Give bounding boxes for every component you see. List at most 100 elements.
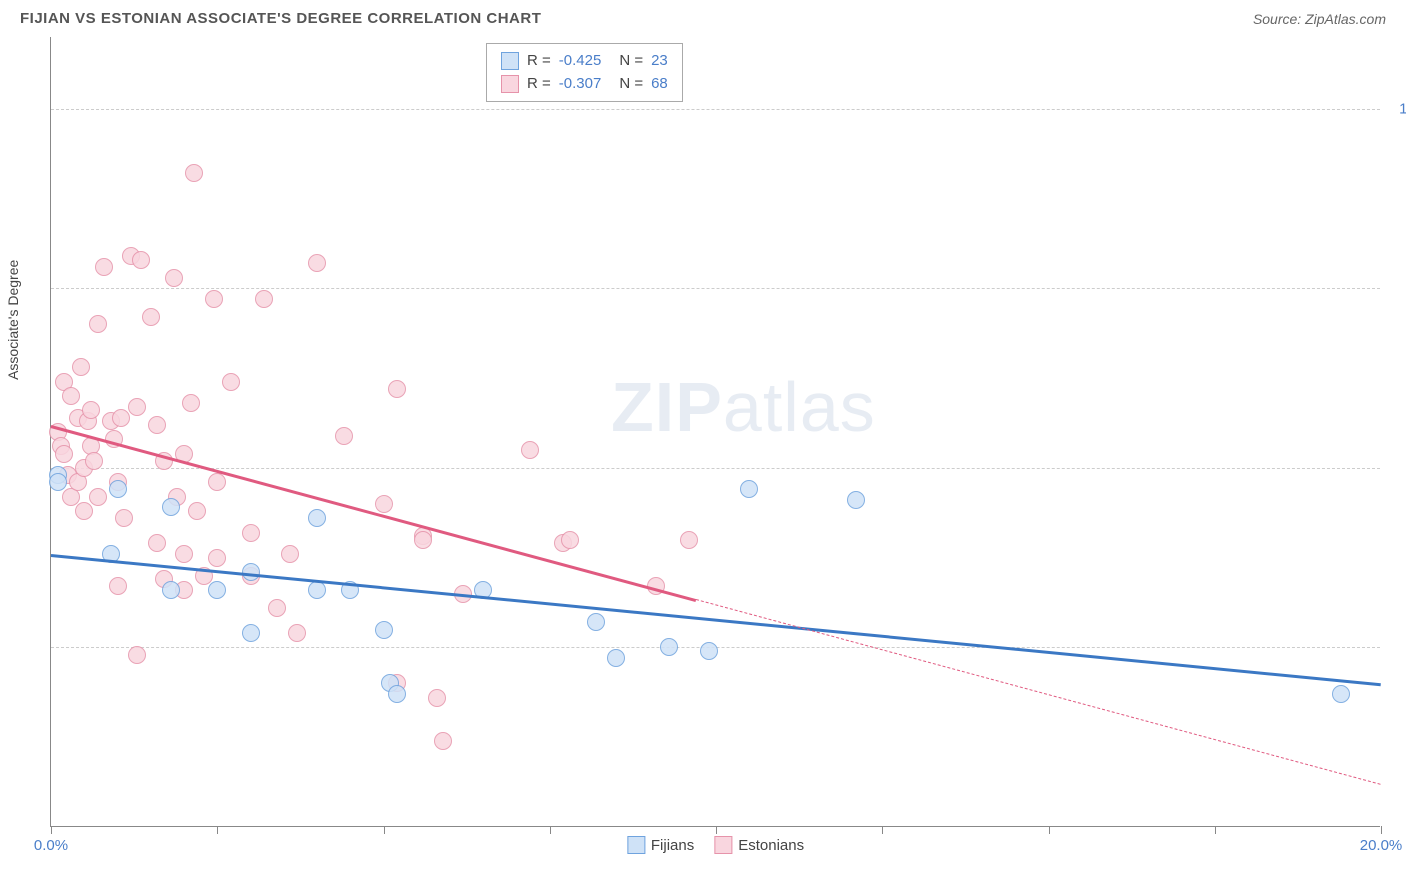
y-axis-title: Associate's Degree bbox=[5, 259, 21, 379]
fijians-point bbox=[700, 642, 718, 660]
estonians-point bbox=[62, 387, 80, 405]
estonians-point bbox=[288, 624, 306, 642]
swatch-icon bbox=[714, 836, 732, 854]
estonians-point bbox=[175, 545, 193, 563]
legend-item-estonians: Estonians bbox=[714, 836, 804, 854]
estonians-point bbox=[375, 495, 393, 513]
fijians-point bbox=[1332, 685, 1350, 703]
stat-n-label: N = bbox=[619, 50, 643, 73]
estonians-point bbox=[208, 549, 226, 567]
estonians-point bbox=[115, 509, 133, 527]
estonians-point bbox=[222, 373, 240, 391]
estonians-point bbox=[95, 258, 113, 276]
estonians-point bbox=[89, 488, 107, 506]
estonians-point bbox=[148, 534, 166, 552]
fijians-point bbox=[660, 638, 678, 656]
x-tick bbox=[882, 826, 883, 834]
fijians-point bbox=[162, 581, 180, 599]
estonians-point bbox=[561, 531, 579, 549]
estonians-point bbox=[205, 290, 223, 308]
legend-item-fijians: Fijians bbox=[627, 836, 694, 854]
estonians-point bbox=[242, 524, 260, 542]
estonians-point bbox=[434, 732, 452, 750]
x-tick bbox=[716, 826, 717, 834]
estonians-point bbox=[55, 445, 73, 463]
estonians-point bbox=[281, 545, 299, 563]
estonians-point bbox=[185, 164, 203, 182]
estonians-point bbox=[82, 401, 100, 419]
x-tick bbox=[51, 826, 52, 834]
estonians-point bbox=[89, 315, 107, 333]
x-tick-label: 20.0% bbox=[1360, 837, 1403, 854]
estonians-point bbox=[112, 409, 130, 427]
fijians-point bbox=[208, 581, 226, 599]
estonians-point bbox=[188, 502, 206, 520]
estonians-point bbox=[128, 646, 146, 664]
fijians-point bbox=[847, 491, 865, 509]
fijians-point bbox=[308, 509, 326, 527]
estonians-point bbox=[182, 394, 200, 412]
gridline bbox=[51, 109, 1380, 110]
x-tick bbox=[1381, 826, 1382, 834]
fijians-point bbox=[49, 473, 67, 491]
stat-n-value: 68 bbox=[651, 73, 668, 96]
estonians-point bbox=[208, 473, 226, 491]
stat-r-label: R = bbox=[527, 50, 551, 73]
swatch-icon bbox=[627, 836, 645, 854]
fijians-point bbox=[162, 498, 180, 516]
stats-row-estonians: R = -0.307N = 68 bbox=[501, 73, 668, 96]
series-legend: Fijians Estonians bbox=[627, 836, 804, 854]
gridline bbox=[51, 468, 1380, 469]
gridline bbox=[51, 288, 1380, 289]
estonians-point bbox=[109, 577, 127, 595]
y-tick-label: 25.0% bbox=[1390, 639, 1406, 656]
swatch-icon bbox=[501, 75, 519, 93]
fijians-point bbox=[388, 685, 406, 703]
estonians-point bbox=[85, 452, 103, 470]
x-tick bbox=[384, 826, 385, 834]
estonians-point bbox=[148, 416, 166, 434]
estonians-point bbox=[308, 254, 326, 272]
estonians-point bbox=[165, 269, 183, 287]
trend-line bbox=[51, 425, 697, 602]
watermark: ZIPatlas bbox=[611, 367, 876, 447]
stat-r-value: -0.307 bbox=[559, 73, 602, 96]
y-tick-label: 50.0% bbox=[1390, 459, 1406, 476]
x-tick bbox=[1215, 826, 1216, 834]
estonians-point bbox=[142, 308, 160, 326]
fijians-point bbox=[375, 621, 393, 639]
scatter-chart: Associate's Degree 25.0%50.0%75.0%100.0%… bbox=[50, 37, 1380, 827]
y-tick-label: 75.0% bbox=[1390, 280, 1406, 297]
fijians-point bbox=[308, 581, 326, 599]
legend-label: Fijians bbox=[651, 837, 694, 854]
estonians-point bbox=[680, 531, 698, 549]
stats-row-fijians: R = -0.425N = 23 bbox=[501, 50, 668, 73]
fijians-point bbox=[607, 649, 625, 667]
fijians-point bbox=[740, 480, 758, 498]
estonians-point bbox=[268, 599, 286, 617]
x-tick bbox=[217, 826, 218, 834]
x-tick-label: 0.0% bbox=[34, 837, 68, 854]
estonians-point bbox=[75, 502, 93, 520]
stat-r-value: -0.425 bbox=[559, 50, 602, 73]
x-tick bbox=[1049, 826, 1050, 834]
chart-title: FIJIAN VS ESTONIAN ASSOCIATE'S DEGREE CO… bbox=[20, 10, 541, 27]
estonians-point bbox=[414, 531, 432, 549]
stat-r-label: R = bbox=[527, 73, 551, 96]
y-tick-label: 100.0% bbox=[1390, 100, 1406, 117]
stats-legend: R = -0.425N = 23R = -0.307N = 68 bbox=[486, 43, 683, 102]
fijians-point bbox=[587, 613, 605, 631]
trend-line bbox=[696, 599, 1381, 785]
fijians-point bbox=[242, 624, 260, 642]
estonians-point bbox=[128, 398, 146, 416]
estonians-point bbox=[255, 290, 273, 308]
trend-line bbox=[51, 554, 1381, 686]
estonians-point bbox=[388, 380, 406, 398]
swatch-icon bbox=[501, 52, 519, 70]
x-tick bbox=[550, 826, 551, 834]
fijians-point bbox=[109, 480, 127, 498]
estonians-point bbox=[132, 251, 150, 269]
estonians-point bbox=[335, 427, 353, 445]
estonians-point bbox=[72, 358, 90, 376]
legend-label: Estonians bbox=[738, 837, 804, 854]
